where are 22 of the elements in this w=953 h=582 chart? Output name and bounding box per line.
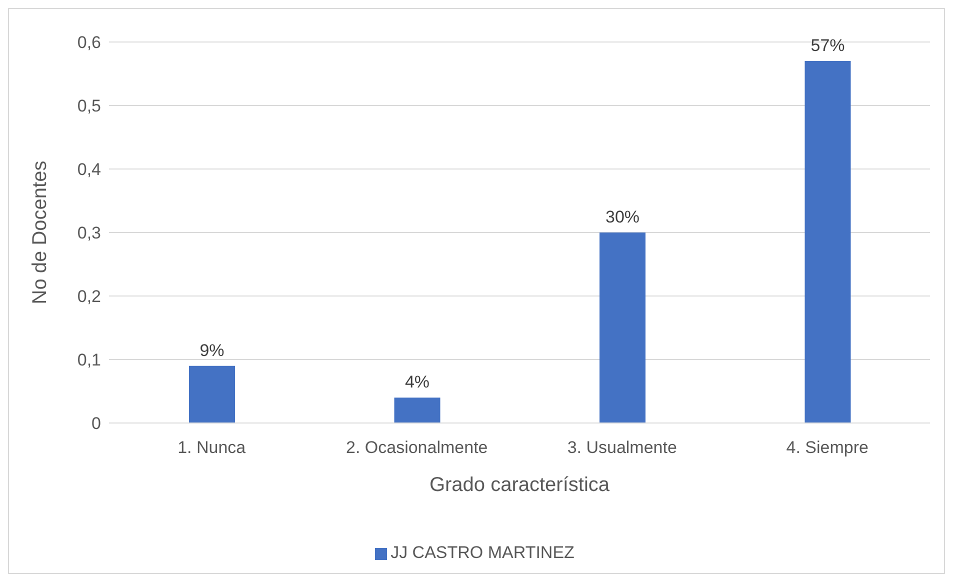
y-tick-label: 0,1: [77, 350, 101, 370]
y-axis-title: No de Docentes: [29, 160, 52, 304]
y-tick-label: 0,4: [77, 160, 101, 180]
bar: [804, 61, 851, 423]
x-axis-title: Grado característica: [429, 474, 610, 496]
x-tick-label: 1. Nunca: [178, 438, 246, 458]
legend-label: JJ CASTRO MARTINEZ: [390, 543, 574, 562]
x-tick-label: 2. Ocasionalmente: [346, 438, 488, 458]
data-label: 9%: [200, 340, 224, 360]
data-label: 57%: [810, 36, 845, 56]
y-tick-label: 0: [92, 414, 101, 434]
data-label: 30%: [605, 208, 640, 226]
bar: [394, 398, 440, 423]
data-label: 4%: [404, 372, 430, 392]
y-tick-label: 0,2: [77, 287, 101, 306]
y-tick-label: 0,6: [77, 33, 101, 52]
x-tick-label: 4. Siempre: [786, 438, 868, 458]
y-tick-label: 0,3: [77, 224, 101, 243]
bar: [189, 366, 235, 423]
bar: [600, 232, 646, 423]
y-tick-label: 0,5: [77, 96, 101, 116]
x-tick-label: 3. Usualmente: [567, 438, 677, 458]
